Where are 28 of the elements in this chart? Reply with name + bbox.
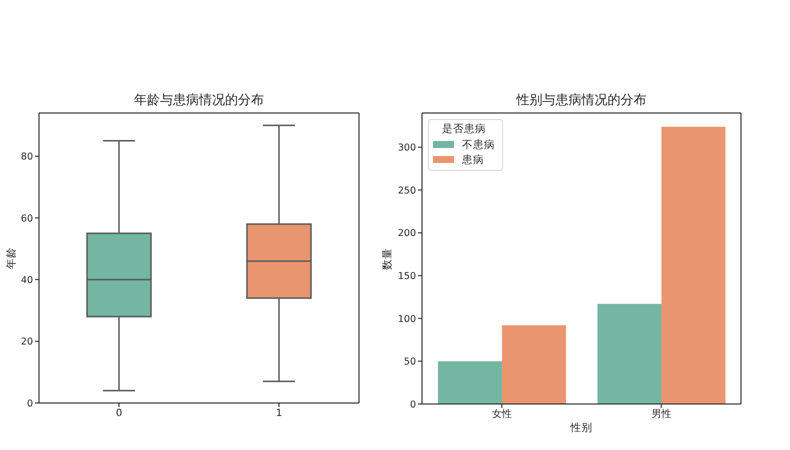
- y-axis-title: 数量: [382, 248, 394, 270]
- x-tick-label: 女性: [492, 408, 512, 420]
- y-tick-label: 200: [398, 228, 416, 240]
- x-axis-title: 性别: [569, 421, 594, 435]
- y-tick-label: 250: [398, 185, 416, 196]
- bar: [502, 325, 566, 404]
- y-tick-label: 60: [20, 213, 33, 224]
- x-tick-label: 0: [116, 408, 122, 420]
- legend-label: 患病: [462, 152, 484, 166]
- chart-title: 性别与患病情况的分布: [515, 92, 648, 110]
- bar: [597, 304, 662, 404]
- y-tick-label: 300: [398, 142, 416, 154]
- bar: [661, 126, 726, 404]
- y-tick-label: 50: [404, 356, 416, 368]
- chart-title: 年龄与患病情况的分布: [133, 92, 265, 110]
- y-tick-label: 40: [20, 274, 33, 286]
- bar: [438, 361, 502, 404]
- legend-title: 是否患病: [441, 122, 487, 137]
- y-tick-label: 0: [26, 398, 33, 410]
- y-tick-label: 20: [20, 336, 33, 348]
- x-tick-label: 男性: [651, 408, 672, 420]
- y-tick-label: 100: [398, 314, 416, 325]
- y-tick-label: 0: [410, 399, 416, 410]
- y-axis-title: 年龄: [6, 247, 18, 269]
- legend-label: 不患病: [462, 138, 495, 152]
- y-tick-label: 150: [398, 270, 416, 282]
- y-tick-label: 80: [20, 152, 33, 163]
- x-tick-label: 1: [276, 408, 282, 420]
